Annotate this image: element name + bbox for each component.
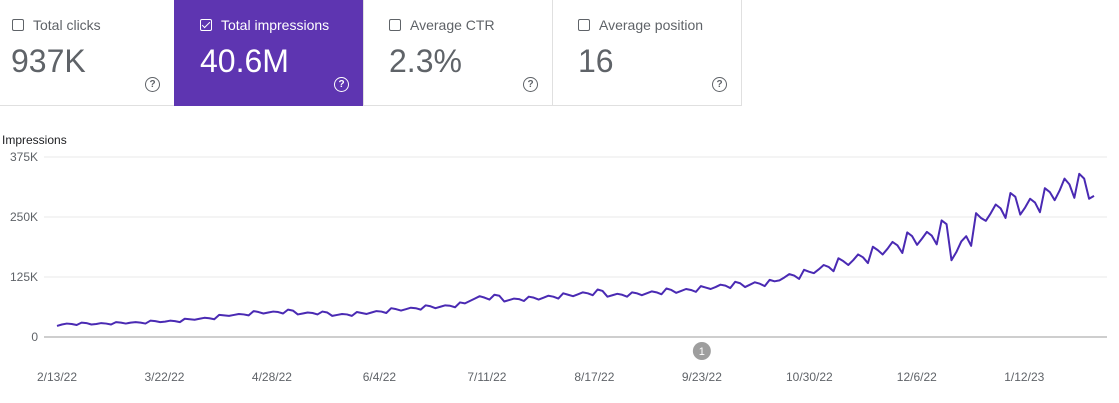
metric-card-total-clicks[interactable]: Total clicks 937K ? [0, 0, 175, 106]
help-icon[interactable]: ? [145, 77, 160, 92]
x-tick-label: 4/28/22 [252, 370, 292, 384]
x-tick-label: 3/22/22 [144, 370, 184, 384]
metric-card-header: Total impressions [200, 17, 329, 33]
metric-card-average-position[interactable]: Average position 16 ? [552, 0, 742, 106]
y-tick-label: 0 [31, 330, 38, 344]
metric-card-total-impressions[interactable]: Total impressions 40.6M ? [174, 0, 364, 106]
x-tick-label: 10/30/22 [786, 370, 833, 384]
metric-label: Average position [599, 17, 704, 33]
metric-card-header: Average position [578, 17, 703, 33]
x-axis-ticks: 2/13/22 3/22/22 4/28/22 6/4/22 7/11/22 8/17/2… [37, 370, 1045, 384]
metric-value: 2.3% [389, 43, 462, 79]
y-axis-ticks: 375K 250K 125K 0 [10, 150, 38, 344]
x-tick-label: 2/13/22 [37, 370, 77, 384]
y-tick-label: 250K [10, 210, 38, 224]
annotation-marker[interactable]: 1 [692, 342, 711, 360]
impressions-series-line[interactable] [56, 172, 1095, 327]
checkbox-checked-icon[interactable] [200, 19, 212, 31]
checkbox-icon[interactable] [389, 19, 401, 31]
metric-value: 937K [11, 43, 86, 79]
checkbox-icon[interactable] [12, 19, 24, 31]
checkbox-icon[interactable] [578, 19, 590, 31]
metric-card-average-ctr[interactable]: Average CTR 2.3% ? [363, 0, 553, 106]
metric-value: 40.6M [200, 43, 289, 79]
help-icon[interactable]: ? [334, 77, 349, 92]
annotation-circle[interactable] [692, 342, 711, 360]
help-icon[interactable]: ? [523, 77, 538, 92]
y-tick-label: 125K [10, 270, 38, 284]
x-tick-label: 6/4/22 [363, 370, 397, 384]
metric-card-header: Total clicks [12, 17, 101, 33]
help-icon[interactable]: ? [712, 77, 727, 92]
x-tick-label: 7/11/22 [467, 370, 506, 384]
y-tick-label: 375K [10, 150, 38, 164]
metric-card-header: Average CTR [389, 17, 495, 33]
chart-grid [44, 156, 1107, 338]
annotation-label: 1 [699, 346, 705, 358]
metric-cards: Total clicks 937K ? Total impressions 40… [0, 0, 742, 106]
metric-label: Total impressions [221, 17, 330, 33]
metric-label: Total clicks [33, 17, 101, 33]
x-tick-label: 12/6/22 [897, 370, 937, 384]
x-tick-label: 1/12/23 [1004, 370, 1044, 384]
x-tick-label: 8/17/22 [574, 370, 614, 384]
metric-label: Average CTR [410, 17, 495, 33]
y-axis-title: Impressions [2, 133, 67, 147]
impressions-chart: Impressions 375K 250K 125K 0 2/13/22 3/22/22… [2, 133, 1107, 384]
x-tick-label: 9/23/22 [682, 370, 722, 384]
metric-value: 16 [578, 43, 614, 79]
